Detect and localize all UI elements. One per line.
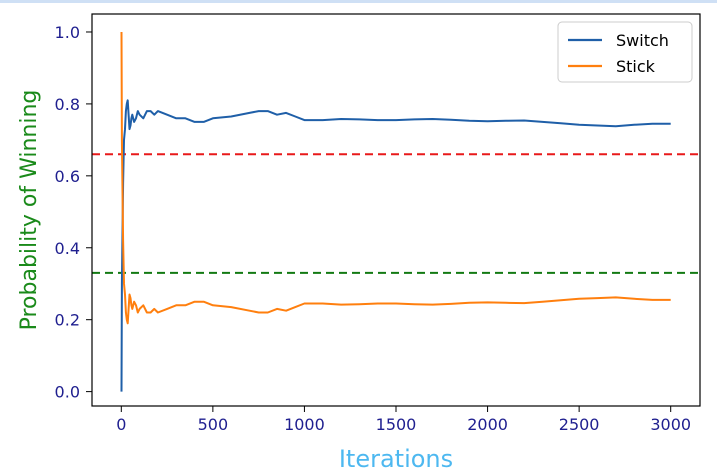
x-tick-label: 0	[116, 415, 126, 434]
x-tick-label: 1000	[284, 415, 325, 434]
y-tick-label: 1.0	[55, 23, 80, 42]
x-tick-label: 2500	[559, 415, 600, 434]
x-tick-label: 1500	[376, 415, 417, 434]
reference-lines	[92, 153, 700, 274]
x-tick-label: 3000	[650, 415, 691, 434]
x-tick-label: 500	[198, 415, 229, 434]
x-tick-label: 2000	[467, 415, 508, 434]
y-tick-label: 0.0	[55, 383, 80, 402]
legend-label-switch: Switch	[616, 31, 669, 50]
y-axis-title: Probability of Winning	[17, 90, 42, 331]
x-axis-ticks: 0 500 1000 1500 2000 2500 3000	[116, 406, 691, 434]
series-line-switch	[120, 99, 671, 392]
legend-label-stick: Stick	[616, 57, 656, 76]
y-tick-label: 0.4	[55, 239, 80, 258]
legend[interactable]: Switch Stick	[557, 21, 693, 83]
y-tick-label: 0.8	[55, 95, 80, 114]
y-tick-label: 0.2	[55, 311, 80, 330]
series-lines	[120, 31, 671, 392]
y-axis-ticks: 0.0 0.2 0.4 0.6 0.8 1.0	[55, 23, 92, 402]
x-axis-title: Iterations	[339, 445, 453, 473]
top-border-line	[0, 0, 717, 3]
y-tick-label: 0.6	[55, 167, 80, 186]
series-line-stick	[120, 31, 671, 325]
